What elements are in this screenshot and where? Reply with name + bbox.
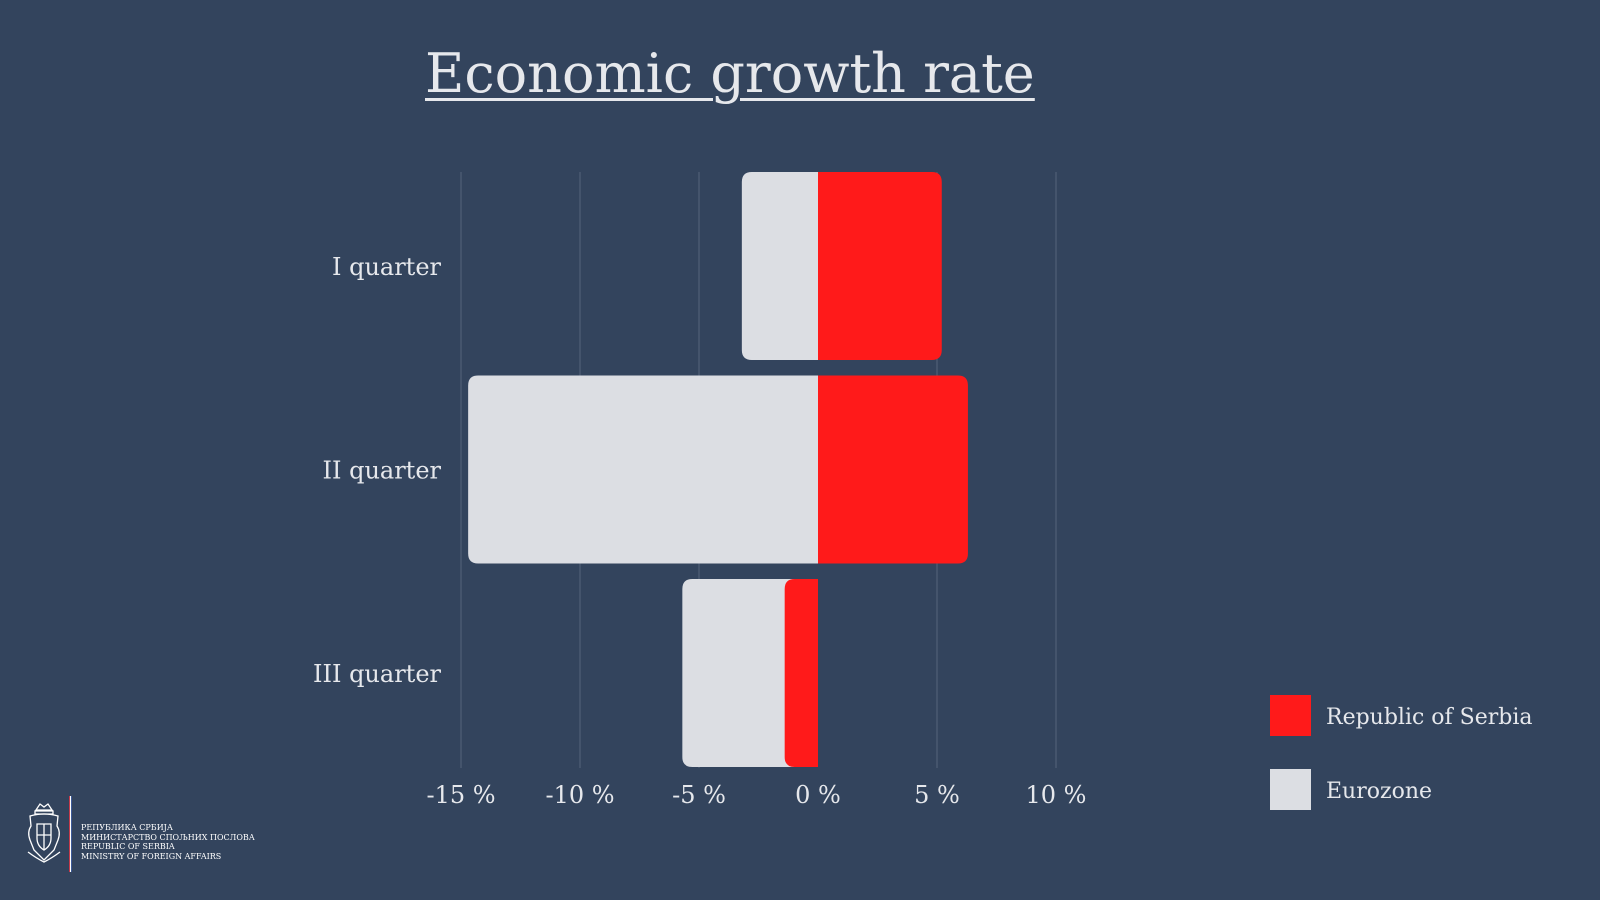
bar-eurozone-3 (682, 579, 818, 767)
bar-serbia-3 (784, 579, 818, 767)
x-tick-label-4: 5 % (914, 781, 960, 809)
logo-line-2: МИНИСТАРСТВО СПОЉНИХ ПОСЛОВА (81, 832, 255, 842)
category-label-3: III quarter (313, 660, 442, 688)
logo-line-3: REPUBLIC OF SERBIA (81, 842, 175, 851)
serbia-coat-of-arms-icon (27, 803, 61, 863)
legend-swatch-eurozone (1270, 769, 1311, 810)
bar-serbia-1 (818, 172, 942, 360)
logo-text: РЕПУБЛИКА СРБИЈА МИНИСТАРСТВО СПОЉНИХ ПО… (81, 823, 255, 861)
legend-swatch-serbia (1270, 695, 1311, 736)
x-tick-label-3: 0 % (795, 781, 841, 809)
legend-label-serbia: Republic of Serbia (1326, 705, 1533, 730)
category-label-1: I quarter (332, 253, 442, 281)
category-labels: I quarter II quarter III quarter (313, 253, 442, 688)
x-tick-label-5: 10 % (1026, 781, 1087, 809)
bar-serbia-2 (818, 375, 968, 564)
legend: Republic of Serbia Eurozone (1270, 695, 1533, 810)
chart-title: Economic growth rate (425, 42, 1035, 105)
x-axis-ticks: -15 % -10 % -5 % 0 % 5 % 10 % (426, 781, 1086, 809)
ministry-logo: РЕПУБЛИКА СРБИЈА МИНИСТАРСТВО СПОЉНИХ ПО… (24, 796, 255, 876)
logo-divider (69, 796, 72, 872)
x-tick-label-1: -10 % (545, 781, 614, 809)
x-tick-label-0: -15 % (426, 781, 495, 809)
category-label-2: II quarter (322, 457, 441, 485)
bar-eurozone-1 (741, 172, 818, 360)
bar-eurozone-2 (468, 375, 818, 564)
logo-line-1: РЕПУБЛИКА СРБИЈА (81, 823, 173, 832)
x-tick-label-2: -5 % (672, 781, 726, 809)
logo-line-4: MINISTRY OF FOREIGN AFFAIRS (81, 851, 222, 861)
legend-label-eurozone: Eurozone (1326, 779, 1432, 804)
bars (468, 172, 968, 767)
